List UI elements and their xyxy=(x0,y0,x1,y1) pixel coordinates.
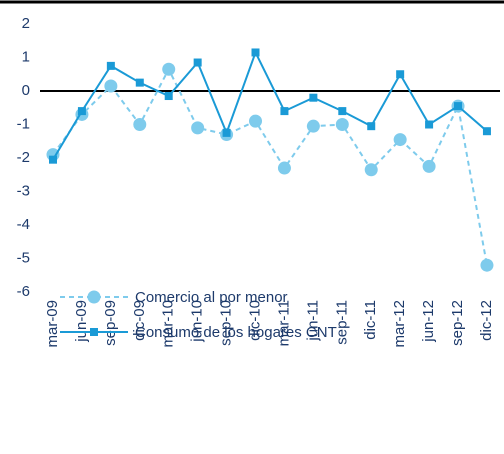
series-line xyxy=(52,49,488,161)
point xyxy=(480,258,494,272)
x-tick-label: mar-10 xyxy=(160,300,177,348)
x-tick-label: dic-11 xyxy=(362,300,379,340)
point xyxy=(393,133,407,147)
point xyxy=(367,122,376,131)
y-tick-label: -2 xyxy=(17,149,30,166)
y-tick-label: -5 xyxy=(17,249,30,266)
point xyxy=(133,118,147,131)
x-tick-label: dic-10 xyxy=(246,300,263,341)
point xyxy=(49,155,57,164)
point xyxy=(425,120,434,129)
point xyxy=(249,114,263,128)
legend-label: Consumo de los hogares CNT xyxy=(135,324,337,341)
point xyxy=(77,107,86,116)
point xyxy=(106,61,115,70)
point xyxy=(277,161,291,175)
point xyxy=(454,102,463,111)
x-tick-label: dic-09 xyxy=(131,300,148,341)
point xyxy=(222,128,231,137)
point xyxy=(191,121,205,135)
point xyxy=(335,118,349,131)
series-line xyxy=(52,67,488,266)
point xyxy=(482,127,491,136)
x-tick-label: sep-12 xyxy=(449,300,466,346)
x-tick-label: mar-11 xyxy=(275,300,292,346)
y-tick-label: -3 xyxy=(17,182,30,199)
x-tick-label: mar-09 xyxy=(44,300,61,348)
y-tick-label: 1 xyxy=(22,48,30,65)
point xyxy=(104,79,118,93)
y-tick-label: -4 xyxy=(17,216,30,233)
x-tick-label: sep-11 xyxy=(333,300,350,345)
point xyxy=(306,119,320,133)
point xyxy=(164,92,173,101)
x-tick-label: jun-09 xyxy=(73,300,90,343)
x-tick-label: sep-10 xyxy=(218,300,235,346)
point xyxy=(396,70,405,79)
legend-marker xyxy=(87,290,101,304)
y-tick-label: -1 xyxy=(17,115,30,132)
x-tick-label: mar-12 xyxy=(391,300,408,348)
point xyxy=(364,163,378,177)
legend-label: Comercio al por menor xyxy=(135,289,288,306)
point xyxy=(422,159,436,173)
x-tick-label: sep-09 xyxy=(102,300,119,346)
y-tick-label: 0 xyxy=(22,82,30,99)
point xyxy=(338,107,347,116)
point xyxy=(251,48,260,57)
point xyxy=(280,107,289,116)
point xyxy=(193,58,202,67)
legend-marker xyxy=(90,328,98,336)
y-tick-label: -6 xyxy=(17,283,30,300)
x-tick-label: jun-11 xyxy=(304,300,321,342)
point xyxy=(309,93,318,102)
x-tick-label: jun-12 xyxy=(420,300,437,343)
y-tick-label: 2 xyxy=(22,15,30,32)
x-tick-label: jun-10 xyxy=(189,300,206,343)
point xyxy=(135,78,144,87)
point xyxy=(162,62,176,76)
x-tick-label: dic-12 xyxy=(478,300,495,341)
